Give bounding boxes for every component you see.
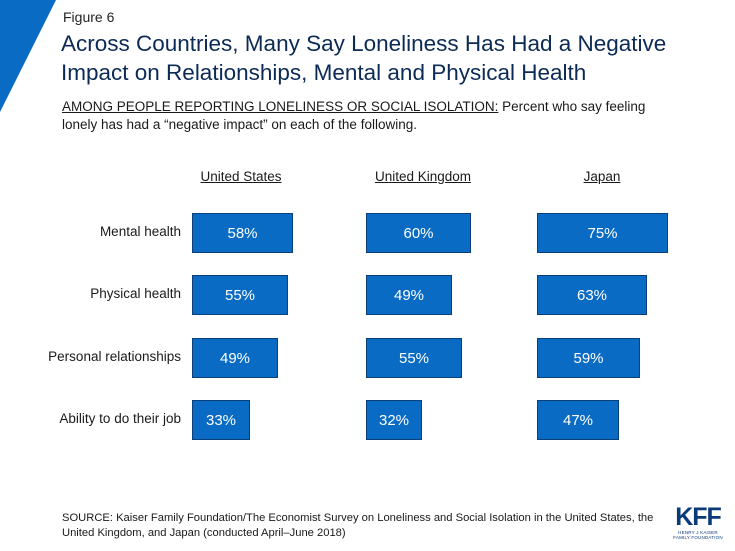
bar-label-2-1: 63% bbox=[576, 286, 608, 304]
source-note: SOURCE: Kaiser Family Foundation/The Eco… bbox=[62, 512, 654, 539]
bar-2-2: 59% bbox=[537, 338, 640, 378]
row-label-1: Physical health bbox=[90, 286, 181, 301]
kff-logo: KFF HENRY J KAISER FAMILY FOUNDATION bbox=[670, 503, 726, 541]
bar-label-2-3: 47% bbox=[562, 411, 594, 429]
bar-1-0: 60% bbox=[366, 213, 471, 253]
row-label-3: Ability to do their job bbox=[59, 411, 181, 426]
bar-1-2: 55% bbox=[366, 338, 462, 378]
figure-label: Figure 6 bbox=[63, 9, 115, 25]
bar-1-3: 32% bbox=[366, 400, 422, 440]
bar-2-0: 75% bbox=[537, 213, 668, 253]
bar-label-1-1: 49% bbox=[393, 286, 425, 304]
bar-2-3: 47% bbox=[537, 400, 619, 440]
logo-line-1: HENRY J KAISER bbox=[678, 530, 718, 535]
logo-line-2: FAMILY FOUNDATION bbox=[673, 535, 723, 540]
bar-0-0: 58% bbox=[192, 213, 293, 253]
logo-text: KFF bbox=[675, 503, 722, 531]
bar-0-3: 33% bbox=[192, 400, 250, 440]
column-header-0: United States bbox=[200, 169, 282, 184]
column-header-2: Japan bbox=[583, 169, 621, 184]
bar-label-0-1: 55% bbox=[224, 286, 256, 304]
column-header-1: United Kingdom bbox=[374, 169, 472, 184]
subtitle-prefix: AMONG PEOPLE REPORTING LONELINESS OR SOC… bbox=[62, 99, 499, 114]
row-label-2: Personal relationships bbox=[48, 349, 181, 364]
bar-label-2-0: 75% bbox=[587, 224, 618, 242]
bar-label-0-3: 33% bbox=[205, 411, 237, 429]
bar-label-1-0: 60% bbox=[403, 224, 434, 242]
bar-1-1: 49% bbox=[366, 275, 452, 315]
bar-0-1: 55% bbox=[192, 275, 288, 315]
row-label-0: Mental health bbox=[99, 224, 181, 239]
chart-subtitle: AMONG PEOPLE REPORTING LONELINESS OR SOC… bbox=[62, 98, 662, 134]
bar-label-0-2: 49% bbox=[219, 349, 251, 367]
bar-0-2: 49% bbox=[192, 338, 278, 378]
corner-triangle-decoration bbox=[0, 0, 56, 112]
bar-label-1-2: 55% bbox=[398, 349, 430, 367]
bar-label-0-0: 58% bbox=[227, 224, 258, 242]
bar-label-1-3: 32% bbox=[378, 411, 410, 429]
bar-label-2-2: 59% bbox=[573, 349, 604, 367]
bar-2-1: 63% bbox=[537, 275, 647, 315]
chart-title: Across Countries, Many Say Loneliness Ha… bbox=[61, 31, 667, 85]
subtitle-rest: Percent who say feeling lonely has had a… bbox=[62, 99, 646, 132]
